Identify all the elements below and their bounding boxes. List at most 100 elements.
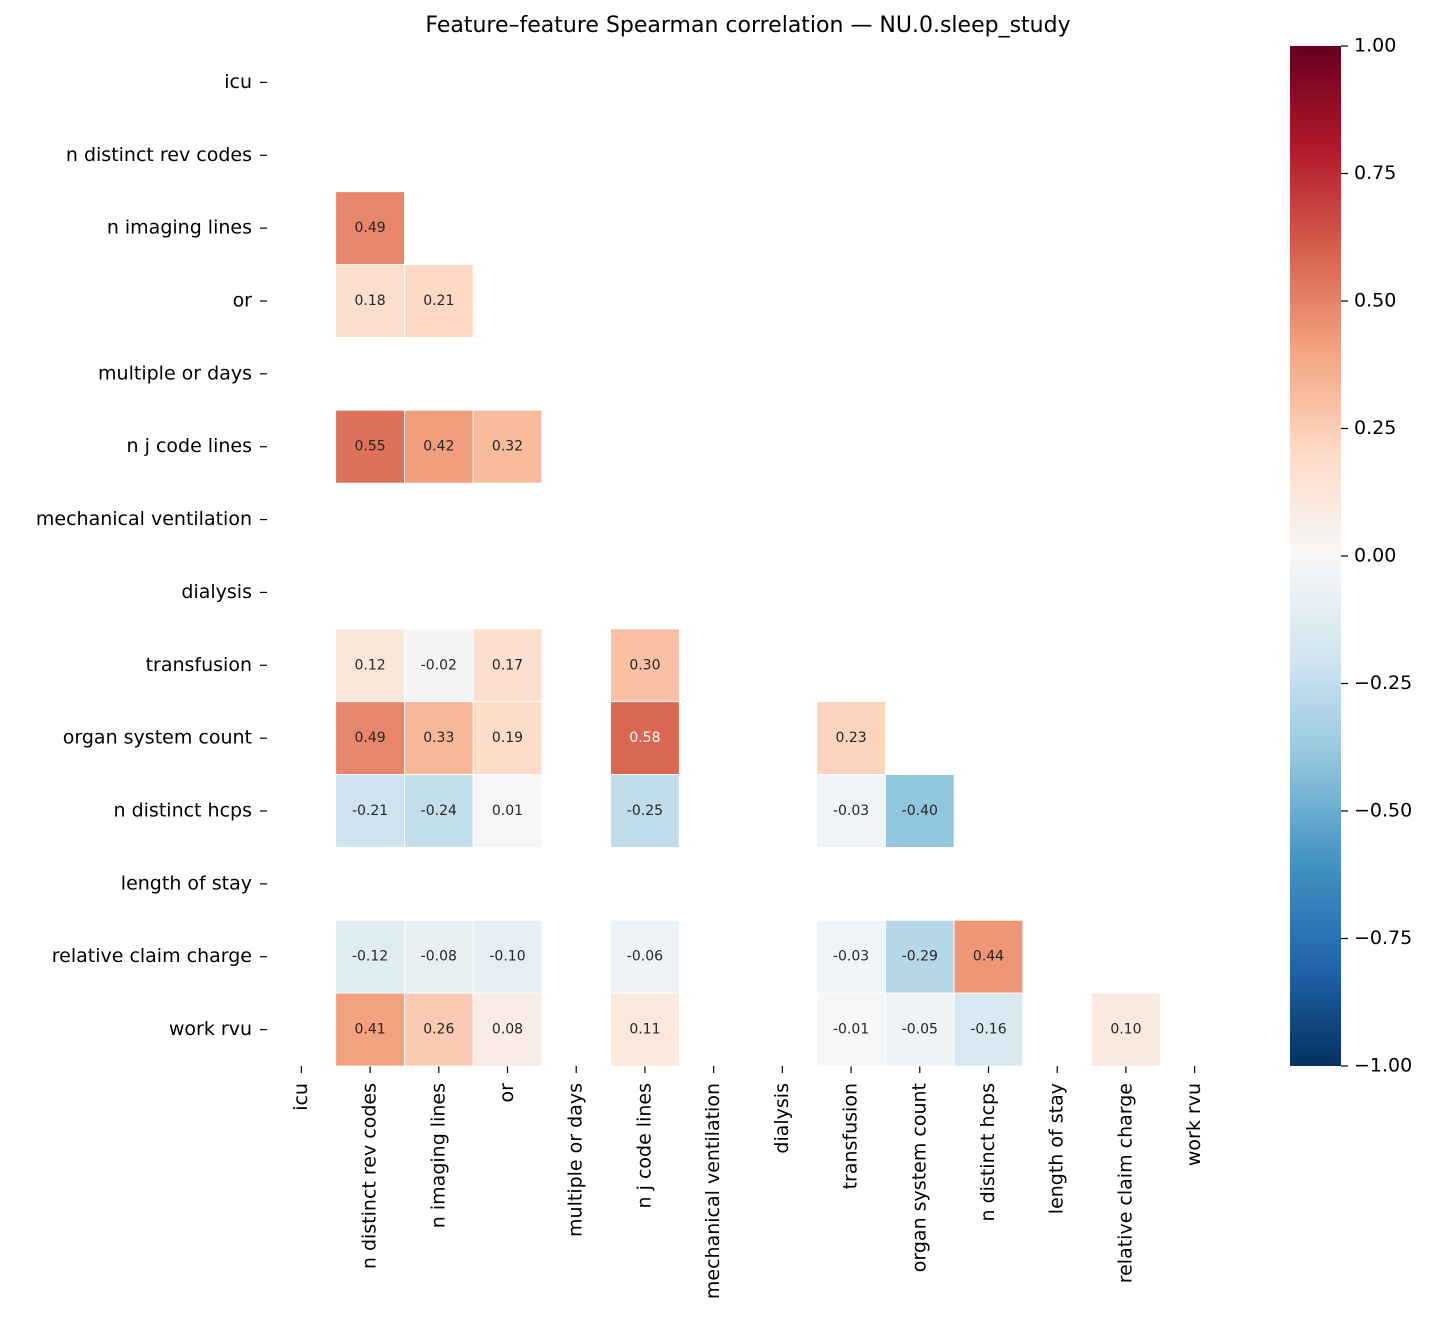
heatmap-cell — [472, 992, 543, 1067]
colorbar-tick-label: −0.25 — [1354, 672, 1412, 694]
cell-label: 0.01 — [492, 803, 523, 819]
y-tick-label: relative claim charge — [52, 945, 252, 967]
heatmap-cell — [610, 992, 680, 1067]
x-tick-label: relative claim charge — [1114, 1083, 1136, 1283]
heatmap-cell — [1091, 992, 1161, 1067]
cell-label: 0.26 — [423, 1022, 454, 1038]
x-tick-label: work rvu — [1183, 1083, 1205, 1166]
heatmap-cell — [335, 264, 405, 338]
y-tick-label: n imaging lines — [107, 217, 252, 239]
cell-label: 0.33 — [423, 730, 454, 746]
heatmap-cell — [610, 774, 680, 848]
cell-label: -0.01 — [833, 1022, 869, 1038]
heatmap-cell — [885, 774, 955, 848]
y-tick-label: work rvu — [169, 1018, 252, 1040]
cell-label: -0.03 — [833, 949, 869, 965]
cell-label: -0.08 — [421, 949, 457, 965]
heatmap-cell — [335, 409, 405, 484]
x-tick-label: transfusion — [840, 1083, 862, 1189]
colorbar-tick-label: 0.50 — [1354, 290, 1396, 312]
cell-label: 0.32 — [492, 439, 523, 455]
y-tick-label: transfusion — [146, 654, 252, 676]
y-tick-label: multiple or days — [98, 362, 252, 384]
x-tick-label: multiple or days — [565, 1083, 587, 1237]
heatmap-cell — [472, 409, 543, 484]
heatmap-cell — [953, 919, 1024, 994]
cell-label: 0.58 — [629, 730, 660, 746]
cell-label: -0.12 — [352, 949, 388, 965]
heatmap-cell — [472, 919, 543, 994]
y-tick-label: organ system count — [63, 727, 252, 749]
cell-label: -0.05 — [902, 1022, 938, 1038]
heatmap-cell — [472, 628, 543, 703]
x-tick-label: or — [496, 1083, 518, 1103]
colorbar-tick-label: −0.75 — [1354, 927, 1412, 949]
x-tick-label: n distinct rev codes — [359, 1083, 381, 1269]
heatmap-cell — [404, 409, 474, 484]
cell-label: 0.11 — [629, 1022, 660, 1038]
cell-label: -0.24 — [421, 803, 457, 819]
cell-label: 0.42 — [423, 439, 454, 455]
heatmap-cell — [404, 628, 474, 703]
y-tick-label: or — [233, 290, 253, 312]
y-tick-label: n distinct hcps — [114, 800, 252, 822]
heatmap-cell — [610, 701, 680, 775]
colorbar-tick-label: 0.25 — [1354, 417, 1396, 439]
heatmap-cell — [953, 992, 1024, 1067]
heatmap-cell — [404, 992, 474, 1067]
heatmap-cell — [404, 774, 474, 848]
cell-label: 0.21 — [423, 293, 454, 309]
colorbar — [1290, 46, 1341, 1066]
cell-label: 0.55 — [354, 439, 385, 455]
x-tick-label: n j code lines — [633, 1083, 655, 1208]
y-tick-label: n distinct rev codes — [66, 144, 252, 166]
colorbar-tick-label: 0.75 — [1354, 162, 1396, 184]
x-tick-label: organ system count — [908, 1083, 930, 1272]
heatmap-cell — [335, 774, 405, 848]
heatmap-cell — [404, 701, 474, 775]
cell-label: 0.30 — [629, 657, 660, 673]
heatmap-cell — [816, 701, 886, 775]
cell-label: 0.44 — [973, 949, 1004, 965]
x-tick-label: n imaging lines — [427, 1083, 449, 1228]
x-tick-label: length of stay — [1046, 1083, 1068, 1214]
cell-label: -0.06 — [627, 949, 663, 965]
cell-label: -0.21 — [352, 803, 388, 819]
chart-title: Feature–feature Spearman correlation — N… — [425, 13, 1070, 38]
x-tick-label: dialysis — [771, 1083, 793, 1154]
x-tick-label: n distinct hcps — [977, 1083, 999, 1221]
cell-label: 0.49 — [354, 730, 385, 746]
heatmap-cell — [335, 191, 405, 265]
cell-label: 0.17 — [492, 657, 523, 673]
colorbar-tick-label: 0.00 — [1354, 545, 1396, 567]
cell-label: 0.49 — [354, 220, 385, 236]
cell-label: 0.12 — [354, 657, 385, 673]
heatmap-cell — [472, 701, 543, 775]
y-tick-label: length of stay — [121, 872, 252, 894]
cell-label: 0.41 — [354, 1022, 385, 1038]
heatmap-cell — [472, 774, 543, 848]
y-tick-label: icu — [224, 71, 252, 93]
heatmap-cell — [885, 919, 955, 994]
colorbar-tick-label: 1.00 — [1354, 35, 1396, 57]
cell-label: 0.23 — [835, 730, 866, 746]
cell-label: -0.40 — [902, 803, 938, 819]
x-tick-label: icu — [290, 1083, 312, 1111]
y-tick-label: mechanical ventilation — [36, 508, 252, 530]
cell-label: 0.08 — [492, 1022, 523, 1038]
heatmap-cell — [816, 992, 886, 1067]
x-tick-label: mechanical ventilation — [702, 1083, 724, 1299]
heatmap-cell — [885, 992, 955, 1067]
heatmap-cell — [610, 919, 680, 994]
heatmap-cell — [335, 701, 405, 775]
cell-label: 0.19 — [492, 730, 523, 746]
heatmap-cell — [404, 264, 474, 338]
cell-label: -0.16 — [970, 1022, 1006, 1038]
heatmap-cell — [816, 774, 886, 848]
heatmap-cell — [335, 992, 405, 1067]
cell-label: -0.02 — [421, 657, 457, 673]
y-tick-label: n j code lines — [127, 435, 252, 457]
heatmap-cell — [610, 628, 680, 703]
cell-label: -0.29 — [902, 949, 938, 965]
